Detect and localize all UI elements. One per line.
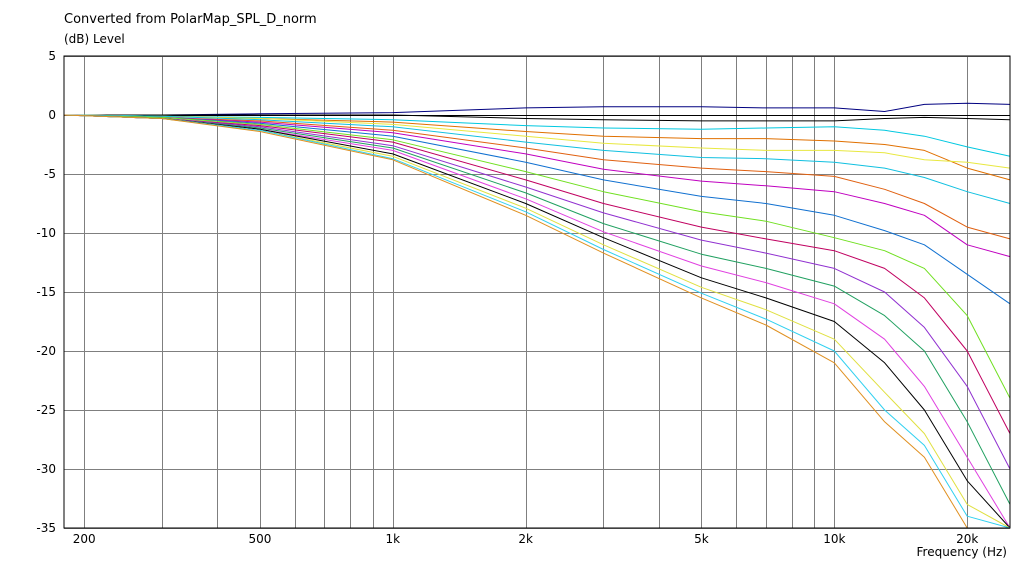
series-line-6 xyxy=(63,114,1011,204)
series-line-8 xyxy=(63,114,1011,258)
series-line-18 xyxy=(63,114,1010,529)
series-line-17 xyxy=(63,114,1011,529)
y-tick-label: -30 xyxy=(36,462,56,476)
x-tick-label: 5k xyxy=(694,532,709,546)
series-line-12 xyxy=(63,114,1011,470)
x-tick-label: 1k xyxy=(386,532,401,546)
x-axis-label: Frequency (Hz) xyxy=(917,545,1008,559)
series-line-11 xyxy=(63,114,1011,434)
series-line-3 xyxy=(63,114,1011,157)
x-tick-label: 2k xyxy=(518,532,533,546)
series-line-5 xyxy=(63,114,1011,169)
y-tick-label: 0 xyxy=(48,108,56,122)
series-line-10 xyxy=(63,114,1011,399)
series-line-2 xyxy=(64,114,1011,122)
series-line-9 xyxy=(63,114,1011,305)
series-line-16 xyxy=(63,114,1011,529)
y-tick-label: 5 xyxy=(48,49,56,63)
x-tick-label: 500 xyxy=(248,532,271,546)
series-line-13 xyxy=(63,114,1011,505)
y-tick-label: -25 xyxy=(36,403,56,417)
y-tick-label: -10 xyxy=(36,226,56,240)
plot-frame xyxy=(63,55,1011,529)
y-tick-label: -15 xyxy=(36,285,56,299)
x-tick-label: 10k xyxy=(823,532,845,546)
y-tick-label: -35 xyxy=(36,521,56,535)
y-tick-label: -20 xyxy=(36,344,56,358)
x-tick-label: 20k xyxy=(956,532,978,546)
series-line-15 xyxy=(63,114,1011,529)
chart-title: Converted from PolarMap_SPL_D_norm xyxy=(64,12,317,27)
series-line-7 xyxy=(63,114,1011,240)
series-line-14 xyxy=(63,114,1011,529)
series-line-1 xyxy=(64,102,1011,116)
y-tick-label: -5 xyxy=(44,167,56,181)
x-tick-label: 200 xyxy=(73,532,96,546)
y-axis-label: (dB) Level xyxy=(64,32,125,46)
